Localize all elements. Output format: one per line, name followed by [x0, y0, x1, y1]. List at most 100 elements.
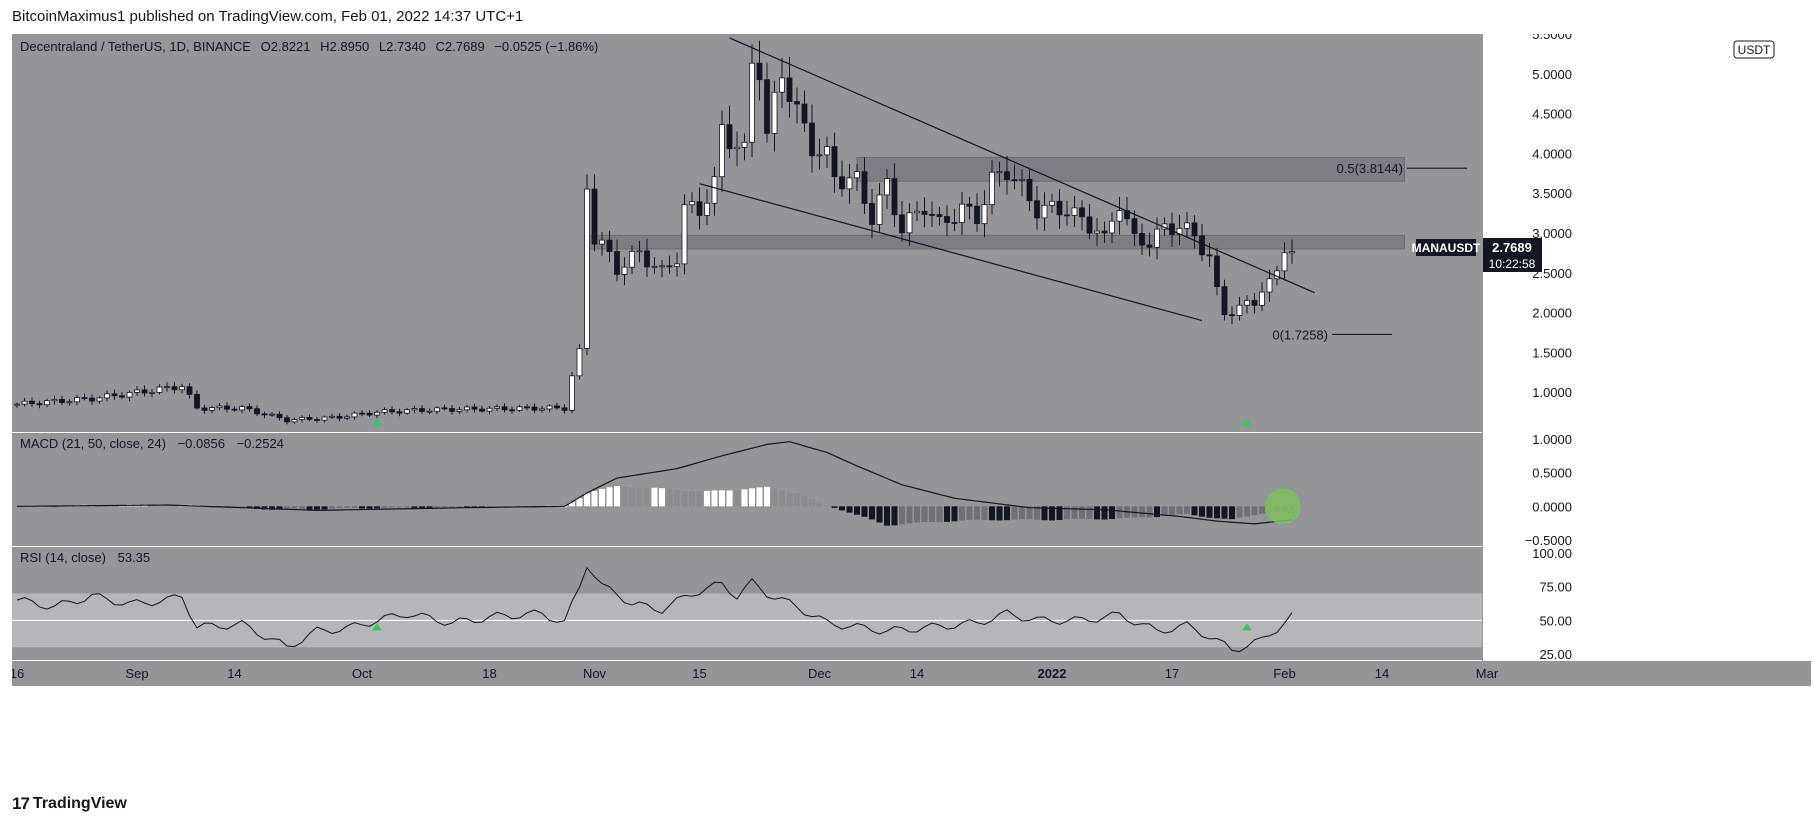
macd-histogram-bar — [464, 506, 470, 508]
candle-up — [576, 347, 583, 377]
macd-histogram-bar — [629, 487, 635, 507]
candle-up — [771, 91, 778, 134]
candle-up — [914, 210, 920, 214]
candle-down — [194, 393, 200, 409]
candle-down — [524, 406, 530, 409]
candle-down — [449, 408, 455, 412]
candle-down — [1251, 300, 1258, 306]
rsi-tick: 50.00 — [1539, 613, 1572, 628]
macd-layer — [14, 441, 1301, 526]
candle-up — [629, 250, 635, 268]
candle-up — [981, 204, 988, 225]
macd-histogram-bar — [1206, 506, 1213, 518]
candle-up — [456, 409, 463, 412]
candle-up — [1154, 228, 1160, 248]
macd-histogram-bar — [1169, 506, 1175, 516]
macd-histogram-bar — [269, 506, 275, 510]
candle-down — [366, 412, 373, 416]
currency-badge[interactable] — [1733, 40, 1775, 59]
time-tick: 2022 — [1038, 666, 1067, 681]
candle-down — [1229, 314, 1235, 317]
chart-area[interactable]: 0.5(3.8144) 0(1.7258) 1.0000 1.5000 2.0000 2… — [10, 27, 1811, 784]
macd-histogram-bar — [839, 506, 845, 511]
candle-up — [104, 393, 110, 399]
candle-down — [1191, 222, 1198, 237]
candle-down — [314, 419, 320, 421]
candle-down — [831, 146, 838, 178]
chart-svg[interactable]: 0.5(3.8144) 0(1.7258) 1.0000 1.5000 2.0000 2… — [10, 27, 1811, 784]
candle-up — [209, 407, 215, 411]
time-axis[interactable]: 16 Sep 14 Oct 18 Nov 15 Dec 14 2022 17 Feb 14 Mar — [10, 666, 1499, 681]
macd-histogram-bar — [636, 487, 643, 507]
macd-histogram-bar — [1199, 506, 1205, 517]
candle-up — [51, 398, 58, 402]
price-tick: 1.0000 — [1532, 385, 1572, 400]
candle-up — [569, 375, 575, 411]
candle-down — [696, 201, 703, 216]
macd-histogram-bar — [591, 491, 598, 507]
price-tick: 3.5000 — [1532, 186, 1572, 201]
macd-histogram-bar — [906, 506, 913, 524]
candle-down — [359, 412, 365, 415]
candle-up — [959, 203, 965, 223]
candle-up — [906, 212, 913, 234]
price-axis-bg — [1482, 34, 1811, 661]
candle-up — [464, 406, 470, 411]
macd-histogram-bar — [846, 506, 853, 513]
rsi-title: RSI (14, close) — [20, 550, 106, 565]
candle-down — [966, 203, 973, 207]
candle-down — [794, 101, 800, 105]
macd-histogram-bar — [1116, 506, 1123, 519]
candle-down — [479, 408, 485, 412]
candle-down — [936, 214, 943, 217]
macd-histogram-bar — [1154, 506, 1160, 518]
candle-down — [246, 406, 253, 410]
macd-histogram-bar — [681, 490, 688, 507]
candle-down — [1146, 244, 1153, 248]
bull-arrow-icon — [372, 419, 382, 426]
time-tick: Oct — [352, 666, 373, 681]
candle-down — [201, 407, 208, 411]
candle-up — [1049, 200, 1055, 206]
candle-up — [126, 392, 133, 398]
macd-histogram-bar — [171, 505, 178, 507]
candle-down — [261, 413, 268, 416]
macd-histogram-bar — [396, 506, 403, 508]
macd-histogram-bar — [914, 506, 920, 523]
candle-up — [1109, 220, 1115, 234]
macd-histogram-bar — [104, 505, 110, 507]
candle-down — [224, 405, 230, 410]
currency-label: USDT — [1738, 43, 1771, 57]
candle-down — [614, 251, 620, 275]
candle-up — [824, 146, 830, 156]
macd-histogram-bar — [749, 488, 755, 507]
price-tick: 2.0000 — [1532, 306, 1572, 321]
candle-down — [899, 214, 905, 234]
macd-histogram-bar — [831, 506, 838, 508]
candle-up — [719, 124, 725, 178]
tradingview-brand[interactable]: 17 TradingView — [12, 794, 127, 814]
time-tick: Sep — [125, 666, 148, 681]
macd-histogram-bar — [584, 493, 590, 507]
macd-histogram-bar — [1251, 506, 1258, 516]
candle-up — [1259, 291, 1265, 306]
candle-up — [374, 411, 380, 416]
tradingview-logo-icon: 17 — [12, 794, 30, 813]
candle-down — [276, 413, 283, 419]
macd-histogram-bar — [1019, 506, 1025, 520]
rsi-value: 53.35 — [118, 550, 151, 565]
candle-up — [239, 406, 245, 411]
time-tick: 14 — [227, 666, 241, 681]
candle-down — [81, 397, 88, 399]
macd-histogram-bar — [824, 505, 830, 507]
candle-down — [1079, 207, 1085, 218]
macd-histogram-bar — [359, 506, 365, 509]
ticker-label: MANAUSDT — [1412, 241, 1481, 255]
candles-layer — [14, 40, 1295, 425]
macd-histogram-bar — [1109, 506, 1115, 520]
macd-histogram-bar — [381, 506, 388, 508]
macd-histogram-bar — [891, 506, 898, 526]
candle-down — [929, 214, 935, 216]
macd-histogram-bar — [456, 506, 463, 508]
macd-histogram-bar — [816, 502, 823, 507]
